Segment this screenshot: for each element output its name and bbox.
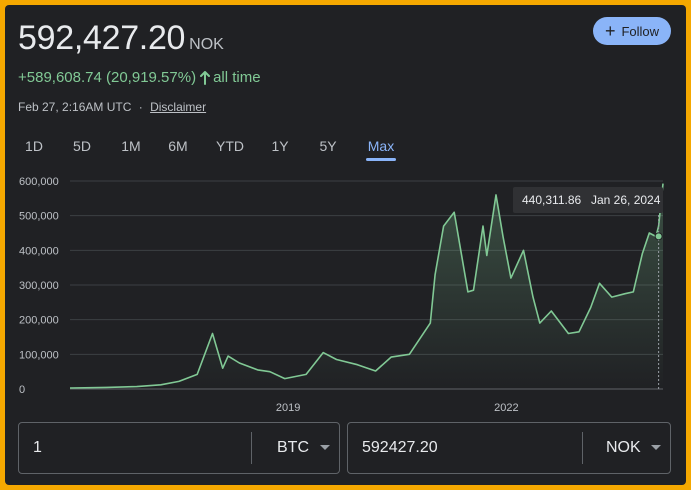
- y-tick-label: 600,000: [19, 176, 59, 188]
- current-price: 592,427.20: [18, 19, 186, 57]
- tooltip-value: 440,311.86: [522, 193, 581, 207]
- finance-card: 592,427.20 NOK + Follow +589,608.74 (20,…: [5, 5, 686, 485]
- tab-1d[interactable]: 1D: [25, 138, 43, 154]
- range-tabs: 1D 5D 1M 6M YTD 1Y 5Y Max: [5, 133, 425, 163]
- tooltip-date: Jan 26, 2024: [591, 193, 661, 207]
- result-divider: [582, 432, 583, 464]
- x-tick-label: 2022: [494, 402, 518, 414]
- disclaimer-link[interactable]: Disclaimer: [150, 100, 207, 114]
- hover-dot: [654, 232, 663, 241]
- tab-ytd[interactable]: YTD: [216, 138, 244, 154]
- tab-5d[interactable]: 5D: [73, 138, 91, 154]
- tab-1m[interactable]: 1M: [121, 138, 141, 154]
- change-period: all time: [213, 69, 261, 86]
- price-currency: NOK: [189, 36, 224, 53]
- arrow-up-icon: [200, 70, 211, 85]
- y-tick-label: 0: [19, 384, 25, 396]
- x-tick-label: 2019: [276, 402, 300, 414]
- y-tick-label: 100,000: [19, 349, 59, 361]
- y-tick-label: 500,000: [19, 211, 59, 223]
- timestamp: Feb 27, 2:16AM UTC: [18, 100, 132, 114]
- amount-converter: 1 BTC: [18, 422, 340, 474]
- price-header: 592,427.20 NOK: [18, 19, 224, 58]
- caret-down-icon: [320, 445, 330, 450]
- amount-input[interactable]: 1: [33, 439, 42, 456]
- separator-dot: ·: [138, 100, 143, 114]
- y-tick-label: 300,000: [19, 280, 59, 292]
- amount-divider: [251, 432, 252, 464]
- tab-1y[interactable]: 1Y: [271, 138, 289, 154]
- price-chart[interactable]: 0 100,000 200,000 300,000 400,000 500,000 600,…: [5, 170, 686, 415]
- follow-button[interactable]: + Follow: [593, 17, 671, 45]
- caret-down-icon: [651, 445, 661, 450]
- result-input[interactable]: 592427.20: [362, 439, 438, 456]
- change-value: +589,608.74 (20,919.57%): [18, 69, 197, 86]
- y-tick-label: 200,000: [19, 315, 59, 327]
- timestamp-row: Feb 27, 2:16AM UTC · Disclaimer: [18, 100, 206, 114]
- tab-6m[interactable]: 6M: [168, 138, 188, 154]
- price-line: [69, 183, 664, 389]
- y-tick-label: 400,000: [19, 245, 59, 257]
- plus-icon: +: [604, 21, 616, 41]
- tooltip-box: [513, 187, 663, 213]
- price-change: +589,608.74 (20,919.57%) all time: [18, 69, 261, 86]
- tab-max[interactable]: Max: [366, 133, 396, 161]
- result-converter: 592427.20 NOK: [347, 422, 671, 474]
- tab-5y[interactable]: 5Y: [319, 138, 337, 154]
- price-area: [70, 183, 663, 389]
- to-unit-select[interactable]: NOK: [606, 439, 641, 456]
- from-unit-select[interactable]: BTC: [277, 439, 309, 456]
- follow-label: Follow: [621, 23, 660, 39]
